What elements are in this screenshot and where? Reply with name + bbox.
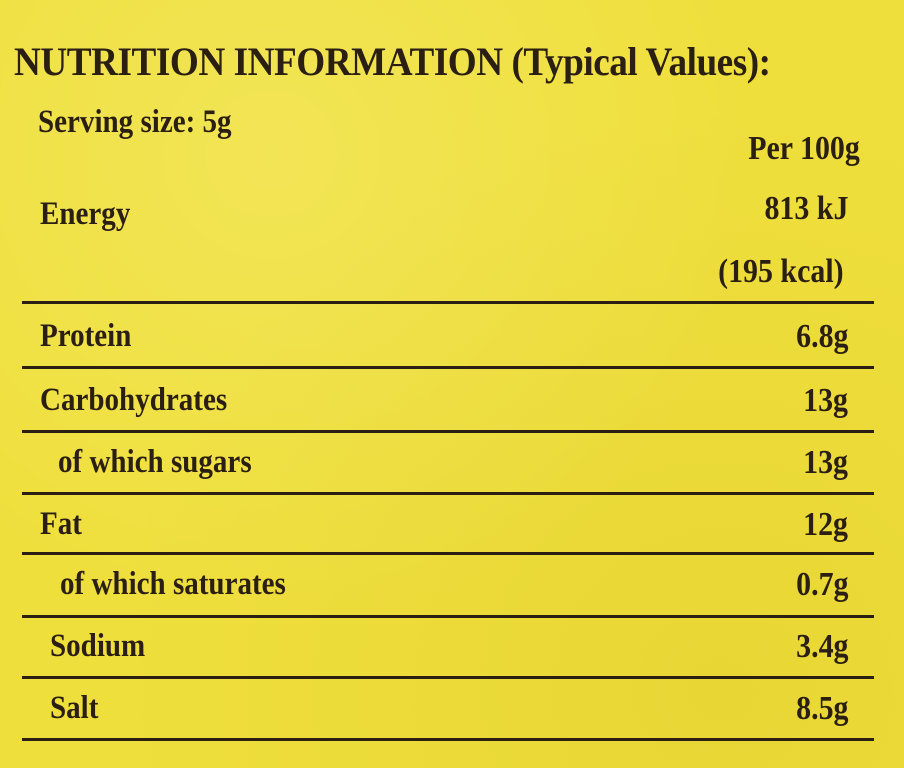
row-value-carbohydrates: 13g [803, 382, 848, 419]
row-value-saturates: 0.7g [795, 566, 848, 603]
row-label-protein: Protein [40, 318, 132, 354]
row-label-sodium: Sodium [50, 628, 146, 664]
divider-sugars [22, 492, 874, 495]
energy-kj-value: 813 kJ [764, 190, 848, 227]
row-label-sugars: of which sugars [58, 444, 252, 480]
nutrition-title: NUTRITION INFORMATION (Typical Values): [14, 39, 771, 84]
row-value-sodium: 3.4g [795, 628, 848, 665]
energy-kcal-value: (195 kcal) [718, 253, 844, 290]
row-value-salt: 8.5g [795, 690, 848, 727]
divider-carbohydrates [22, 430, 874, 433]
row-value-protein: 6.8g [795, 318, 848, 355]
row-value-fat: 12g [803, 506, 848, 543]
divider-sodium [22, 676, 874, 679]
divider-saturates [22, 615, 874, 618]
row-value-sugars: 13g [803, 444, 848, 481]
row-label-saturates: of which saturates [60, 566, 286, 602]
divider-energy [22, 301, 874, 304]
divider-fat [22, 552, 874, 555]
divider-protein [22, 366, 874, 369]
serving-size: Serving size: 5g [38, 104, 232, 140]
column-header-per-100g: Per 100g [748, 130, 860, 167]
row-label-carbohydrates: Carbohydrates [40, 382, 228, 418]
divider-salt [22, 738, 874, 741]
row-label-fat: Fat [40, 506, 82, 542]
row-label-salt: Salt [50, 690, 99, 726]
energy-label: Energy [40, 196, 131, 232]
